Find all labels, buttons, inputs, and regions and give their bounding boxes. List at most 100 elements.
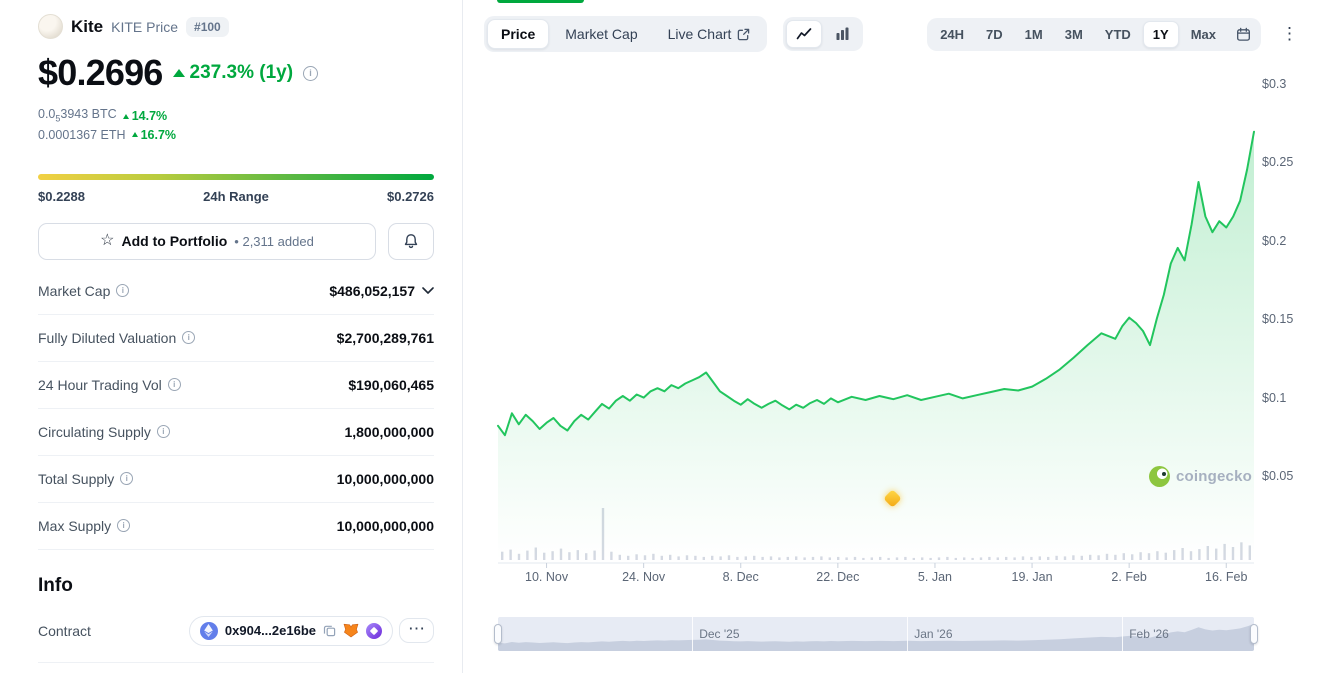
btc-change: 14.7% bbox=[122, 108, 167, 124]
price-row: $0.2696 237.3% (1y) i bbox=[38, 52, 434, 94]
external-link-icon bbox=[738, 28, 750, 40]
contract-more-button[interactable]: ⋯ bbox=[399, 618, 434, 643]
watermark-text: coingecko bbox=[1176, 468, 1252, 485]
chart-type-toggle bbox=[783, 17, 864, 51]
custom-date-button[interactable] bbox=[1228, 21, 1258, 47]
info-icon[interactable]: i bbox=[167, 378, 181, 391]
chart-tabs: Price Market Cap Live Chart bbox=[484, 16, 768, 52]
range-1m[interactable]: 1M bbox=[1015, 21, 1053, 48]
event-marker-icon[interactable] bbox=[883, 489, 903, 508]
tab-market-cap[interactable]: Market Cap bbox=[551, 19, 651, 49]
stat-value: $190,060,465 bbox=[348, 376, 434, 393]
coingecko-watermark: coingecko bbox=[1149, 466, 1252, 487]
bell-icon bbox=[404, 234, 418, 249]
range-7d[interactable]: 7D bbox=[976, 21, 1013, 48]
info-icon[interactable]: i bbox=[116, 284, 130, 297]
candlestick-toggle[interactable] bbox=[824, 20, 860, 48]
contract-address-pill[interactable]: 0x904...2e16be bbox=[188, 615, 393, 646]
line-chart-icon bbox=[797, 28, 812, 40]
price-chart[interactable] bbox=[463, 0, 1328, 605]
x-axis-tick: 2. Feb bbox=[1111, 570, 1147, 584]
stat-label: Market Cap bbox=[38, 282, 111, 299]
y-axis-tick: $0.3 bbox=[1262, 77, 1287, 91]
chart-more-menu[interactable]: ⋮ bbox=[1277, 22, 1302, 46]
chart-navigator[interactable]: Dec '25 Jan '26 Feb '26 bbox=[498, 617, 1254, 651]
coin-header: Kite KITE Price #100 bbox=[38, 14, 434, 39]
x-axis-tick: 8. Dec bbox=[722, 570, 759, 584]
y-axis-tick: $0.25 bbox=[1262, 155, 1294, 170]
y-axis-tick: $0.1 bbox=[1262, 390, 1287, 405]
price-change: 237.3% (1y) bbox=[172, 62, 293, 84]
stat-row-24h-volume: 24 Hour Trading Vol i $190,060,465 bbox=[38, 362, 434, 409]
navigator-gridline bbox=[692, 617, 694, 651]
coin-name: Kite bbox=[71, 16, 104, 36]
stat-value: 10,000,000,000 bbox=[336, 470, 434, 487]
tab-price[interactable]: Price bbox=[487, 19, 550, 49]
eth-value: 0.0001367 ETH bbox=[38, 127, 126, 142]
info-icon[interactable]: i bbox=[156, 425, 170, 438]
navigator-month-label: Jan '26 bbox=[914, 627, 953, 641]
info-icon[interactable]: i bbox=[117, 519, 131, 532]
metamask-icon[interactable] bbox=[343, 623, 359, 638]
chevron-down-icon[interactable] bbox=[422, 287, 434, 294]
wallet-icon[interactable] bbox=[366, 622, 382, 639]
btc-conversion: 0.053943 BTC 14.7% bbox=[38, 106, 434, 127]
ethereum-icon bbox=[199, 621, 218, 640]
x-axis-tick: 19. Jan bbox=[1011, 570, 1053, 584]
eth-change: 16.7% bbox=[131, 127, 176, 143]
navigator-gridline bbox=[907, 617, 909, 651]
range-1y[interactable]: 1Y bbox=[1142, 20, 1179, 48]
time-range-group: 24H 7D 1M 3M YTD 1Y Max bbox=[927, 17, 1261, 51]
active-tab-indicator bbox=[497, 0, 584, 3]
range-max[interactable]: Max bbox=[1181, 21, 1226, 48]
x-axis-tick: 5. Jan bbox=[917, 570, 952, 584]
stat-label: Circulating Supply bbox=[38, 423, 151, 440]
up-arrow-icon bbox=[172, 69, 185, 77]
stat-row-max-supply: Max Supply i 10,000,000,000 bbox=[38, 503, 434, 550]
navigator-month-label: Feb '26 bbox=[1129, 627, 1169, 641]
y-axis-tick: $0.2 bbox=[1262, 233, 1287, 248]
info-section-heading: Info bbox=[38, 574, 73, 596]
star-icon: ☆ bbox=[100, 232, 115, 249]
coin-summary-panel: Kite KITE Price #100 $0.2696 237.3% (1y)… bbox=[0, 0, 463, 673]
range-label: 24h Range bbox=[203, 188, 269, 204]
range-24h: $0.2288 24h Range $0.2726 bbox=[38, 173, 434, 204]
range-low: $0.2288 bbox=[38, 188, 85, 204]
stat-label: Fully Diluted Valuation bbox=[38, 329, 177, 346]
add-to-portfolio-button[interactable]: ☆ Add to Portfolio • 2,311 added bbox=[38, 222, 376, 260]
up-arrow-icon bbox=[122, 113, 129, 119]
stat-row-fdv: Fully Diluted Valuation i $2,700,289,761 bbox=[38, 315, 434, 362]
stat-value: 1,800,000,000 bbox=[344, 423, 434, 440]
line-chart-toggle[interactable] bbox=[786, 20, 823, 48]
navigator-area-chart bbox=[498, 624, 1254, 651]
portfolio-row: ☆ Add to Portfolio • 2,311 added bbox=[38, 222, 434, 260]
range-ytd[interactable]: YTD bbox=[1095, 21, 1141, 48]
chart-panel: Price Market Cap Live Chart bbox=[463, 0, 1328, 673]
range-high: $0.2726 bbox=[387, 188, 434, 204]
x-axis-tick: 24. Nov bbox=[622, 570, 666, 584]
up-arrow-icon bbox=[131, 132, 138, 137]
y-axis-tick: $0.15 bbox=[1262, 312, 1294, 327]
range-3m[interactable]: 3M bbox=[1055, 21, 1093, 48]
range-24h[interactable]: 24H bbox=[930, 21, 974, 48]
info-icon[interactable]: i bbox=[120, 472, 134, 485]
navigator-handle-right[interactable] bbox=[1250, 624, 1258, 644]
x-axis-tick: 10. Nov bbox=[525, 570, 569, 584]
chart-toolbar: Price Market Cap Live Chart bbox=[484, 16, 1302, 52]
navigator-gridline bbox=[1122, 617, 1124, 651]
calendar-icon bbox=[1236, 27, 1250, 41]
conversion-rates: 0.053943 BTC 14.7% 0.0001367 ETH 16.7% bbox=[38, 106, 434, 143]
contract-row: Contract 0x904...2e16be ⋯ bbox=[38, 615, 434, 663]
stat-value: $2,700,289,761 bbox=[336, 329, 434, 346]
copy-icon[interactable] bbox=[323, 624, 336, 637]
tab-live-chart[interactable]: Live Chart bbox=[654, 19, 765, 49]
stat-row-market-cap: Market Cap i $486,052,157 bbox=[38, 268, 434, 315]
key-stats: Market Cap i $486,052,157 Fully Diluted V… bbox=[38, 268, 434, 550]
navigator-handle-left[interactable] bbox=[494, 624, 502, 644]
info-icon[interactable]: i bbox=[303, 65, 319, 81]
info-icon[interactable]: i bbox=[182, 331, 196, 344]
contract-address: 0x904...2e16be bbox=[224, 623, 316, 638]
price-alert-button[interactable] bbox=[388, 222, 434, 260]
coin-logo bbox=[38, 14, 63, 39]
